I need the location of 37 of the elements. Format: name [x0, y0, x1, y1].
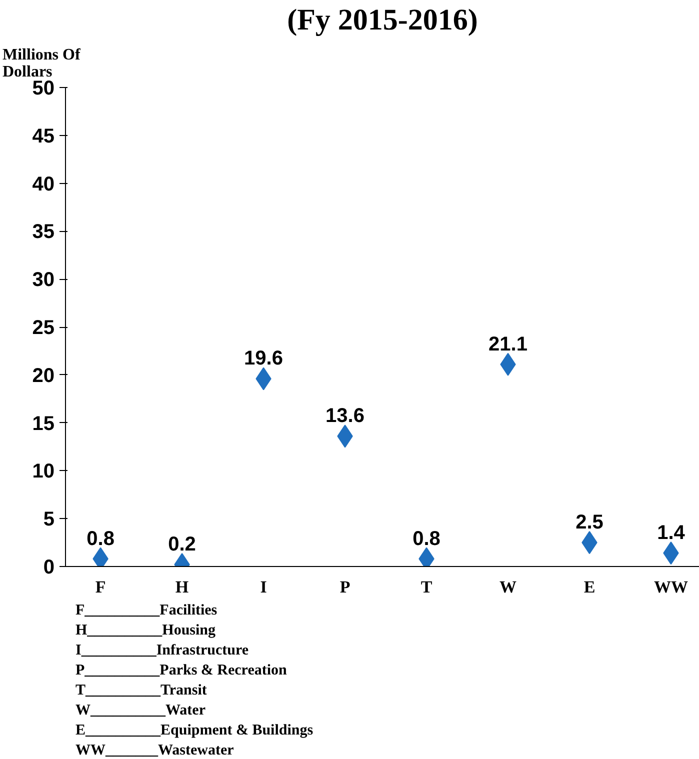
data-label: 0.2 [168, 534, 196, 556]
data-label: 21.1 [488, 333, 528, 356]
x-tick-label: F [95, 578, 106, 596]
y-tick-label: 45 [32, 125, 55, 148]
text: WW_______Wastewater [76, 742, 234, 758]
x-tick-label: W [499, 578, 516, 596]
x-tick-label: I [260, 578, 268, 596]
y-tick-label: 50 [32, 78, 55, 100]
y-tick-label: 25 [32, 317, 55, 339]
text: F__________Facilities [76, 602, 218, 618]
text: W__________Water [76, 702, 206, 718]
text: E__________Equipment & Buildings [76, 722, 314, 738]
text: P__________Parks & Recreation [76, 662, 288, 678]
y-tick-label: 30 [32, 269, 55, 292]
y-axis-title: Millions Of Dollars [2, 46, 81, 80]
x-tick-label: P [340, 578, 350, 596]
data-label: 13.6 [326, 405, 364, 428]
x-tick-label: E [584, 578, 596, 596]
y-tick-label: 15 [32, 412, 55, 435]
text: T__________Transit [76, 682, 207, 698]
data-label: 1.4 [657, 522, 686, 544]
text: I__________Infrastructure [76, 642, 249, 658]
chart-title: (Fy 2015-2016) [287, 4, 478, 36]
x-tick-label: T [420, 578, 433, 596]
y-tick-label: 35 [32, 221, 55, 244]
data-label: 19.6 [244, 348, 283, 370]
y-tick-label: 5 [43, 508, 54, 531]
y-tick-label: 10 [32, 460, 55, 483]
x-tick-label: WW [654, 578, 688, 596]
y-tick-label: 0 [43, 556, 54, 578]
x-tick-label: H [175, 578, 189, 596]
y-tick-label: 40 [32, 173, 55, 196]
data-label: 0.8 [412, 528, 440, 550]
data-label: 0.8 [86, 528, 114, 550]
data-label: 2.5 [576, 512, 604, 534]
text: H__________Housing [76, 622, 216, 638]
y-tick-label: 20 [32, 364, 55, 387]
